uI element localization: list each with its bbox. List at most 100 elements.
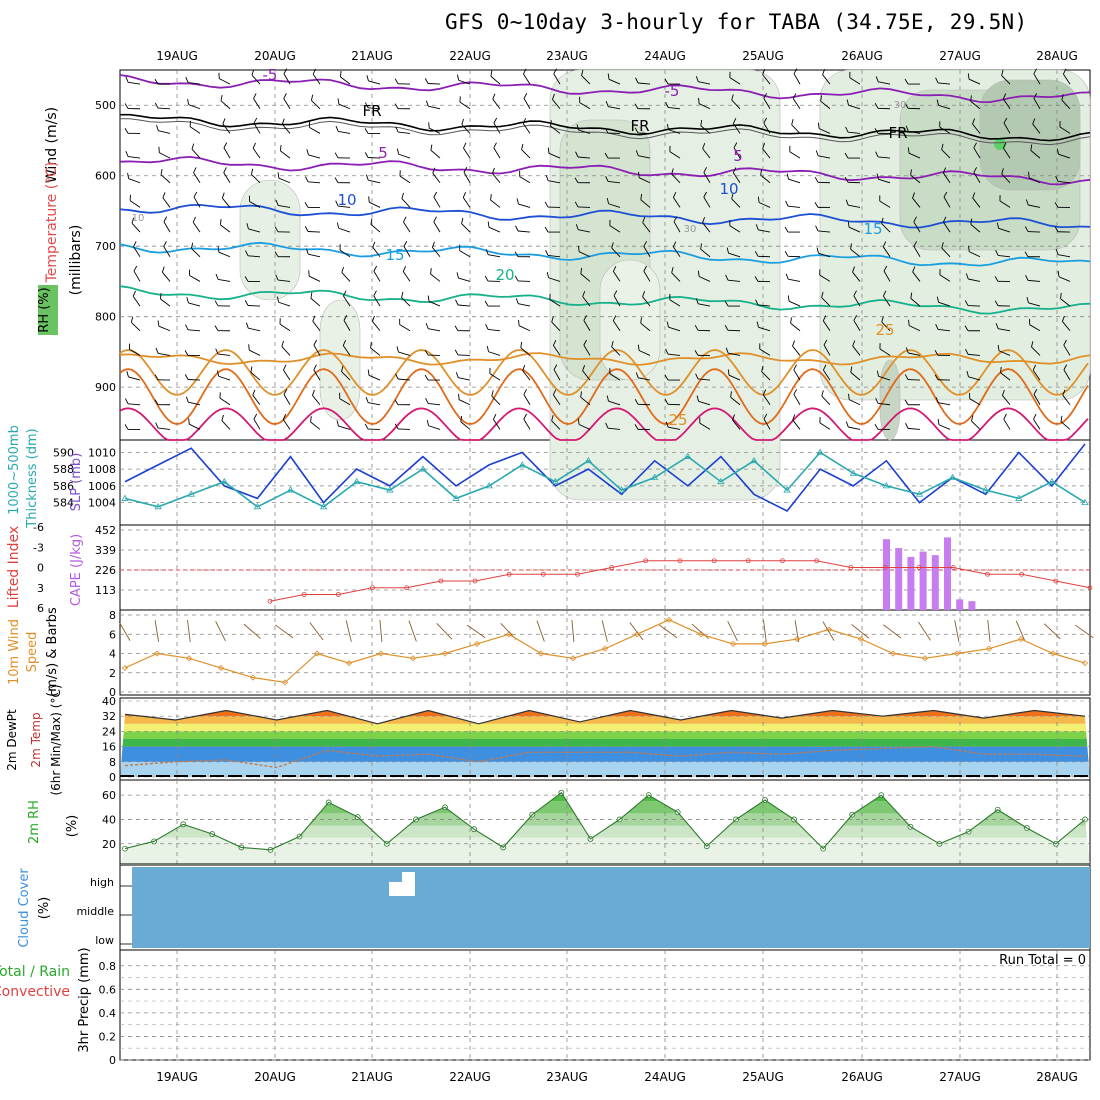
wind-barb-flag bbox=[544, 226, 549, 233]
wind-barb bbox=[792, 414, 801, 430]
wind-barb-flag bbox=[281, 340, 284, 347]
wind-barb bbox=[964, 300, 981, 307]
wind-barb bbox=[336, 420, 351, 430]
wind-barb-flag bbox=[853, 290, 857, 297]
wind-barb-flag bbox=[912, 192, 915, 199]
temp-band bbox=[120, 761, 1090, 777]
wind-barb-flag bbox=[613, 290, 618, 296]
wind-barb bbox=[455, 372, 471, 381]
wind-barb-shaft bbox=[821, 395, 831, 406]
wind-barb bbox=[1056, 148, 1071, 159]
wind-barb bbox=[521, 143, 531, 159]
wind-barb-shaft bbox=[193, 196, 201, 208]
wind-barb bbox=[905, 125, 921, 134]
wind-barb-flag bbox=[553, 68, 557, 75]
contour-label: 10 bbox=[132, 213, 145, 224]
wind-barb-shaft bbox=[338, 425, 351, 430]
wind-barb-shaft bbox=[968, 251, 981, 258]
date-label-top: 24AUG bbox=[644, 49, 686, 63]
wind-barb-flag bbox=[396, 346, 399, 353]
wind-barb-shaft bbox=[338, 227, 351, 233]
wind-barb-shaft bbox=[463, 172, 471, 183]
wind-barb bbox=[425, 100, 441, 110]
wind-barb-shaft bbox=[311, 100, 321, 110]
wind-barb-flag bbox=[515, 225, 519, 232]
wind-barb-shaft bbox=[613, 295, 621, 307]
thickness-point bbox=[353, 477, 361, 485]
wind10-point bbox=[441, 650, 449, 657]
wind-barb bbox=[310, 292, 321, 307]
wind-barb-flag bbox=[999, 195, 1001, 201]
wind-barb bbox=[912, 192, 921, 208]
wind-barb-shaft bbox=[882, 246, 891, 258]
wind-barb-flag bbox=[190, 242, 194, 249]
wind-barb-shaft bbox=[612, 271, 621, 282]
wind-barb-shaft bbox=[762, 394, 771, 406]
wind-barb bbox=[403, 216, 411, 233]
wind-barb-flag bbox=[334, 152, 339, 159]
wind-barb-flag bbox=[605, 101, 609, 107]
wind-barb bbox=[643, 265, 651, 282]
wind-barb-flag bbox=[912, 266, 916, 273]
wind-barb-shaft bbox=[129, 200, 141, 208]
wind-barb-shaft bbox=[368, 402, 381, 406]
wind-barb-flag bbox=[132, 290, 136, 297]
wind-barb-flag bbox=[218, 72, 220, 79]
wind-barb-shaft bbox=[608, 400, 621, 406]
wind-barb bbox=[821, 390, 831, 406]
wind-barb-shaft bbox=[763, 98, 771, 109]
wind-barb bbox=[492, 167, 501, 184]
wind-barb bbox=[635, 372, 651, 381]
wind-barb bbox=[763, 117, 771, 134]
wind-barb-flag bbox=[968, 245, 970, 252]
isotherm-25 bbox=[119, 352, 1091, 366]
wind-barb bbox=[846, 99, 861, 110]
wind-barb-shaft bbox=[128, 376, 141, 381]
wind-barb-shaft bbox=[848, 226, 861, 233]
wind-barb-flag bbox=[304, 202, 309, 208]
wind-barb-shaft bbox=[703, 196, 711, 208]
wind-barb-flag bbox=[186, 297, 189, 304]
wind-barb-shaft bbox=[552, 394, 561, 406]
wind-barb-shaft bbox=[608, 78, 621, 85]
wind-barb bbox=[370, 218, 381, 233]
wind-barb-flag bbox=[935, 397, 939, 403]
wind-barb-flag bbox=[577, 418, 580, 425]
wind-barb bbox=[334, 177, 351, 184]
wind-barb-flag bbox=[703, 167, 707, 173]
wind-barb-shaft bbox=[458, 377, 471, 381]
wind-barb-shaft bbox=[968, 78, 981, 85]
wind-barb bbox=[1030, 144, 1041, 159]
wind-barb-flag bbox=[1029, 318, 1031, 325]
wind-barb-shaft bbox=[758, 304, 771, 307]
wind-barb-flag bbox=[157, 320, 160, 327]
wind-barb bbox=[904, 374, 921, 381]
wind-barb-flag bbox=[820, 95, 822, 102]
wind-barb-shaft bbox=[220, 224, 231, 233]
wind-barb-shaft bbox=[129, 349, 141, 356]
wind-barb-flag bbox=[312, 315, 316, 322]
wind-barb-shaft bbox=[608, 106, 621, 110]
wind-barb-shaft bbox=[938, 402, 951, 406]
wind-barb bbox=[396, 148, 411, 159]
wind-barb bbox=[874, 128, 891, 134]
wind-barb-flag bbox=[372, 241, 376, 248]
diurnal-isotherm bbox=[119, 368, 1089, 426]
wind-barb-shaft bbox=[370, 347, 381, 356]
wind-barb-shaft bbox=[549, 299, 561, 307]
wind-barb bbox=[695, 373, 711, 381]
wind-barb bbox=[428, 122, 441, 134]
wind-barb bbox=[732, 117, 741, 134]
wind-barb bbox=[994, 276, 1011, 282]
wind-barb-shaft bbox=[518, 203, 531, 208]
wind-barb-shaft bbox=[969, 398, 981, 406]
wind-barb bbox=[848, 393, 861, 406]
wind-barb bbox=[669, 145, 681, 159]
wind-barb bbox=[456, 272, 471, 282]
wind-barb-flag bbox=[634, 398, 639, 405]
wind10-point bbox=[1049, 650, 1057, 657]
wind10-barb-shaft bbox=[275, 624, 294, 639]
wind-barb-flag bbox=[335, 125, 339, 132]
wind-barb-flag bbox=[159, 292, 162, 299]
wind-barb bbox=[673, 216, 681, 233]
